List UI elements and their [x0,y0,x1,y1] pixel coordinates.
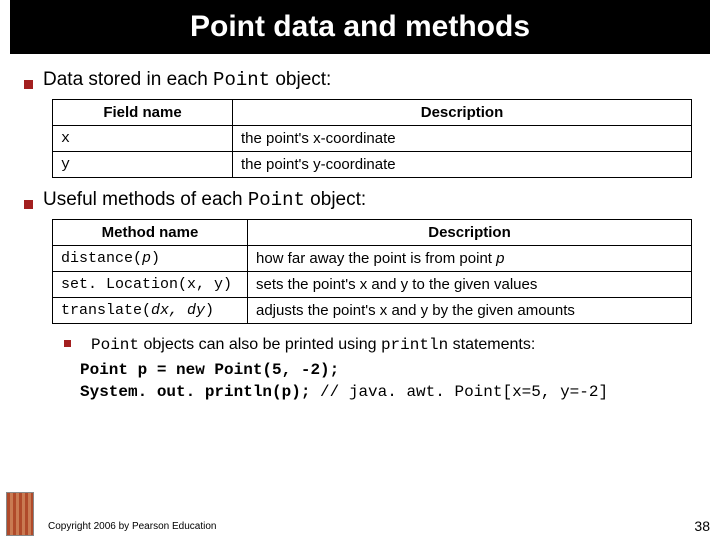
bullet-text: Useful methods of each Point object: [43,188,366,213]
header-field-name: Field name [53,99,233,125]
text-fragment: object: [305,189,366,210]
decorative-stripe [6,492,34,536]
table-row: set. Location(x, y) sets the point's x a… [53,271,692,297]
field-desc-cell: the point's x-coordinate [233,125,692,151]
text-fragment: object: [270,69,331,90]
methods-table: Method name Description distance(p) how … [52,219,692,324]
field-name-cell: y [53,151,233,177]
sub-bullet-text: Point objects can also be printed using … [91,334,535,357]
code-inline: Point [248,189,305,211]
text-fragment: Useful methods of each [43,189,248,210]
table-row: y the point's y-coordinate [53,151,692,177]
code-example: Point p = new Point(5, -2); System. out.… [80,360,696,403]
table-row: distance(p) how far away the point is fr… [53,245,692,271]
slide-title: Point data and methods [10,0,710,54]
text-fragment: objects can also be printed using [139,336,381,353]
table-header-row: Method name Description [53,219,692,245]
method-name-cell: translate(dx, dy) [53,297,248,323]
bullet-icon [24,200,33,209]
code-line: System. out. println(p); // java. awt. P… [80,382,696,404]
bullet-data-stored: Data stored in each Point object: [24,68,696,93]
fields-table: Field name Description x the point's x-c… [52,99,692,178]
code-inline: Point [91,336,139,354]
page-number: 38 [694,518,710,534]
header-method-name: Method name [53,219,248,245]
table-row: translate(dx, dy) adjusts the point's x … [53,297,692,323]
sub-bullet-println: Point objects can also be printed using … [64,334,696,357]
code-inline: println [381,336,448,354]
method-desc-cell: sets the point's x and y to the given va… [248,271,692,297]
header-description: Description [248,219,692,245]
text-fragment: Data stored in each [43,69,213,90]
table-row: x the point's x-coordinate [53,125,692,151]
code-inline: Point [213,69,270,91]
header-description: Description [233,99,692,125]
slide-content: Data stored in each Point object: Field … [0,54,720,403]
table-header-row: Field name Description [53,99,692,125]
method-desc-cell: how far away the point is from point p [248,245,692,271]
bullet-text: Data stored in each Point object: [43,68,331,93]
bullet-icon [24,80,33,89]
field-name-cell: x [53,125,233,151]
method-desc-cell: adjusts the point's x and y by the given… [248,297,692,323]
method-name-cell: distance(p) [53,245,248,271]
method-name-cell: set. Location(x, y) [53,271,248,297]
text-fragment: statements: [448,336,535,353]
field-desc-cell: the point's y-coordinate [233,151,692,177]
bullet-icon [64,340,71,347]
code-line: Point p = new Point(5, -2); [80,360,696,382]
bullet-useful-methods: Useful methods of each Point object: [24,188,696,213]
copyright-footer: Copyright 2006 by Pearson Education [48,521,216,532]
